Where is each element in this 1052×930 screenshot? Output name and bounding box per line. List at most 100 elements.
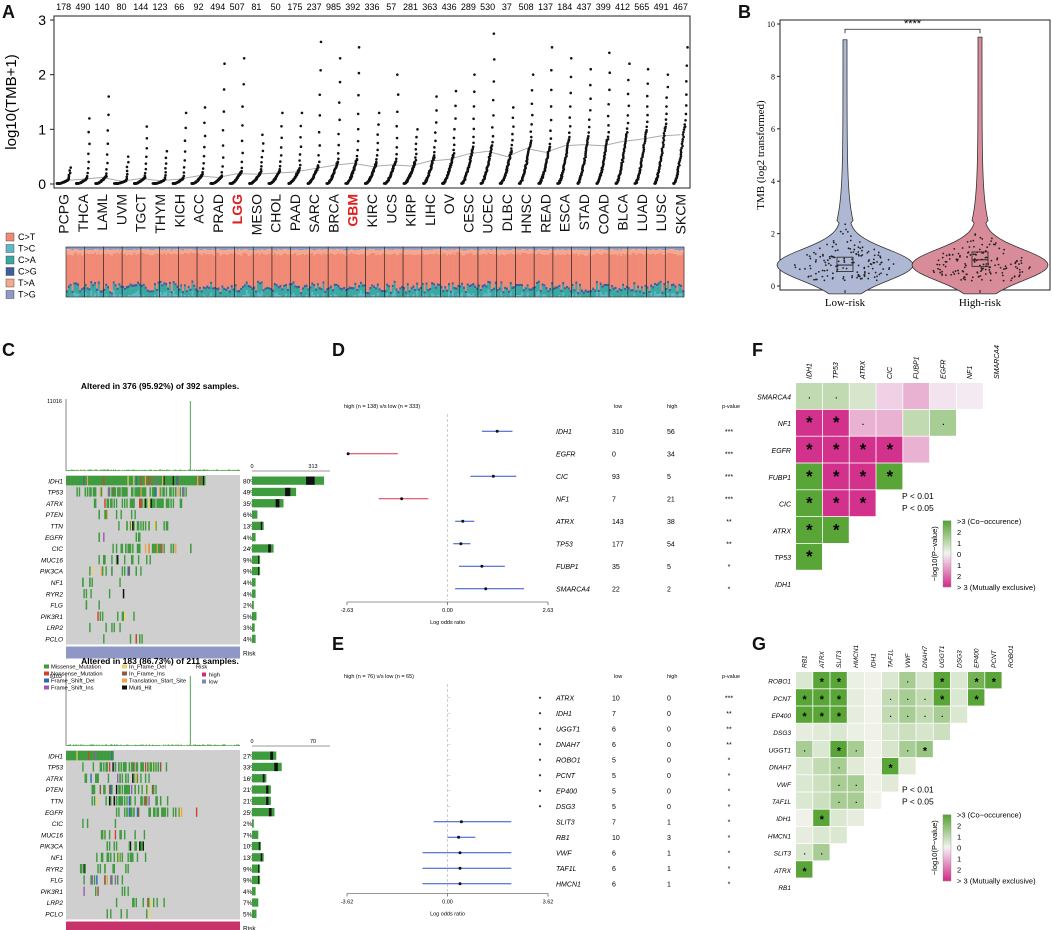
panel-b-point xyxy=(873,248,876,251)
panel-c-mutation-cell xyxy=(161,543,163,554)
panel-c-legend-swatch xyxy=(44,671,49,676)
panel-a-spectrum-segment xyxy=(257,292,260,297)
panel-a-spectrum-segment xyxy=(665,287,668,291)
panel-a-spectrum-segment xyxy=(500,247,503,250)
panel-a-spectrum-segment xyxy=(586,250,589,256)
panel-a-spectrum-segment xyxy=(354,282,357,286)
panel-a-spectrum-segment xyxy=(348,286,351,289)
panel-a-point xyxy=(433,146,436,149)
panel-a-spectrum-segment xyxy=(669,247,672,250)
panel-a-spectrum-segment xyxy=(363,286,366,295)
panel-a-point xyxy=(145,136,149,140)
panel-c-topbar-bar xyxy=(72,469,74,471)
panel-a-spectrum-segment xyxy=(478,295,481,297)
panel-a-category-label-chol: CHOL xyxy=(268,194,284,233)
panel-a-spectrum-segment xyxy=(376,249,380,255)
panel-b-point xyxy=(989,279,992,282)
panel-a-spectrum-segment xyxy=(109,250,112,255)
panel-a-point xyxy=(624,133,628,136)
panel-a-spectrum-segment xyxy=(371,247,374,250)
panel-c-topbar-bar xyxy=(163,744,165,746)
panel-a-spectrum-segment xyxy=(230,285,233,288)
panel-a-point xyxy=(683,125,687,129)
panel-a-spectrum-segment xyxy=(560,289,563,293)
panel-a-spectrum-segment xyxy=(524,249,527,253)
panel-a-point xyxy=(395,152,398,156)
panel-b-point xyxy=(1004,267,1007,270)
panel-c-mutation-cell xyxy=(143,487,146,497)
panel-c-mutation-cell xyxy=(197,476,199,486)
panel-a-spectrum-segment xyxy=(206,247,209,251)
panel-a-spectrum-segment xyxy=(225,291,228,297)
panel-a-spectrum-segment xyxy=(112,253,115,282)
panel-c-topbar-bar xyxy=(159,745,161,746)
panel-a-spectrum-segment xyxy=(543,284,546,287)
panel-a-point xyxy=(685,80,688,83)
panel-a-spectrum-segment xyxy=(528,288,531,291)
panel-a-spectrum-segment xyxy=(66,254,69,291)
panel-a-spectrum-segment xyxy=(286,247,290,250)
panel-a-point xyxy=(643,135,647,139)
panel-c-mutation-cell xyxy=(170,487,172,497)
panel-b-point xyxy=(813,278,815,281)
panel-a-point xyxy=(240,139,244,143)
panel-a-spectrum-segment xyxy=(541,294,544,297)
panel-a-point xyxy=(433,150,436,154)
panel-a-point xyxy=(416,128,419,131)
panel-b-point xyxy=(977,275,980,278)
panel-a-spectrum-segment xyxy=(206,250,209,254)
panel-a-spectrum-segment xyxy=(301,287,305,290)
panel-c-topbar-bar xyxy=(85,470,87,471)
panel-c-row-atrx xyxy=(93,498,183,508)
panel-c-mutation-cell xyxy=(113,852,115,862)
panel-c-mutation-cell xyxy=(115,784,118,795)
panel-a-spectrum-segment xyxy=(343,250,346,255)
panel-b-point xyxy=(847,247,850,250)
panel-b-point xyxy=(981,268,983,271)
panel-a-spectrum-segment xyxy=(335,283,338,287)
panel-a-spectrum-segment xyxy=(77,254,80,284)
panel-a-spectrum-segment xyxy=(146,247,149,250)
panel-a-spectrum-segment xyxy=(536,284,539,293)
panel-b-box-high-risk xyxy=(971,251,989,267)
panel-b-point xyxy=(989,272,992,275)
panel-b-point xyxy=(1010,279,1012,282)
panel-c-topbar-bar xyxy=(130,470,132,471)
panel-b-point xyxy=(944,265,947,268)
panel-c-mutation-cell xyxy=(103,476,105,486)
panel-c-topbar-bar xyxy=(151,744,153,746)
panel-a-point xyxy=(201,172,204,176)
panel-c-gene-pct: 25% xyxy=(243,810,256,817)
panel-c-mutation-cell xyxy=(141,498,143,508)
panel-a-spectrum-segment xyxy=(397,254,400,291)
panel-a-spectrum-segment xyxy=(448,285,451,292)
panel-a-spectrum-segment xyxy=(275,250,278,255)
panel-a-spectrum-segment xyxy=(595,283,599,293)
panel-a-spectrum-segment xyxy=(204,249,207,255)
panel-a-spectrum-segment xyxy=(581,289,584,293)
panel-c-mutation-cell xyxy=(155,543,157,554)
panel-b-point xyxy=(985,256,988,259)
panel-c-mutation-cell xyxy=(90,773,92,783)
panel-a-spectrum-segment xyxy=(418,247,421,250)
panel-a-point xyxy=(357,93,360,97)
panel-a-spectrum-segment xyxy=(573,254,576,290)
panel-b-point xyxy=(861,254,864,256)
panel-a-spectrum-segment xyxy=(386,286,389,294)
panel-b-point xyxy=(872,258,875,261)
panel-a-spectrum-segment xyxy=(498,247,501,251)
panel-a-spectrum-segment xyxy=(300,292,303,295)
panel-a-spectrum-segment xyxy=(545,295,548,297)
panel-c-mutation-cell xyxy=(88,476,90,486)
panel-a-point xyxy=(144,162,148,165)
panel-c-mutation-cell xyxy=(97,773,99,783)
panel-c-mutation-cell xyxy=(134,784,136,795)
panel-a-spectrum-segment xyxy=(654,254,657,283)
panel-c-topbar-bar xyxy=(118,745,120,746)
panel-a-spectrum-segment xyxy=(509,282,513,285)
panel-c-topbar-bar xyxy=(125,470,127,471)
panel-a-spectrum-segment xyxy=(646,288,649,297)
panel-a-spectrum-segment xyxy=(590,250,593,256)
panel-a-spectrum-segment xyxy=(330,247,333,250)
panel-a-spectrum-segment xyxy=(537,280,541,284)
